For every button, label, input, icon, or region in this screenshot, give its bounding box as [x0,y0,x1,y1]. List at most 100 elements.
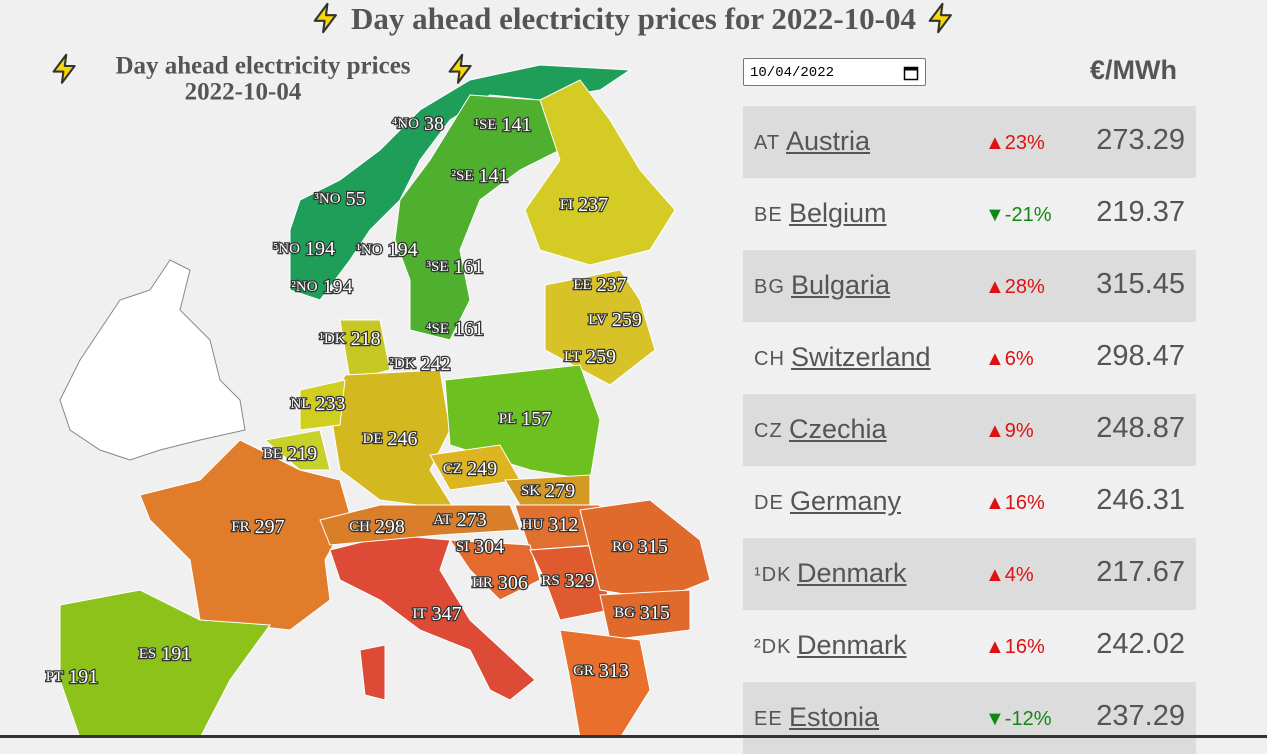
romania [579,499,711,601]
sardinia [359,644,386,701]
region-price: 218 [351,328,381,350]
region-code: GR [573,663,594,679]
greece [559,629,651,738]
region-price: 233 [316,393,346,415]
price: 298.47 [1096,340,1185,372]
region-price: 38 [424,113,444,135]
region-label: DE 246 [363,428,418,450]
country-link[interactable]: Bulgaria [791,270,891,300]
region-code: FI [560,197,573,213]
region-label: LV 259 [588,309,642,331]
price-change: ▲16% [985,636,1045,658]
country-link[interactable]: Germany [790,486,902,516]
table-row: DE Germany ▲16% 246.31 [743,466,1196,538]
country-link[interactable]: Denmark [797,558,907,588]
table-row: ²DK Denmark ▲16% 242.02 [743,610,1196,682]
price: 219.37 [1096,196,1185,228]
region-label: EE 237 [573,274,626,296]
bolt-icon [448,53,472,84]
region-code: ⁵NO [273,241,300,257]
region-label: ³SE 161 [426,256,483,278]
sweden [394,94,561,341]
region-price: 329 [565,570,595,592]
region-code: FR [231,519,249,535]
map: Day ahead electricity prices 2022-10-04 … [44,53,711,738]
country-link[interactable]: Estonia [789,702,880,732]
region-price: 298 [375,516,405,538]
region-price: 219 [287,443,317,465]
country-link[interactable]: Austria [786,126,871,156]
region-label: FI 237 [560,194,608,216]
region-code: AT [433,512,451,528]
price-change: ▲23% [985,132,1045,154]
region-price: 249 [467,458,497,480]
finland [524,79,676,266]
page-title: Day ahead electricity prices for 2022-10… [0,0,1267,38]
price-change: ▼-12% [985,708,1052,730]
price: 242.02 [1096,628,1185,660]
region-code: BE [263,446,282,462]
table-row: EE Estonia ▼-12% 237.29 [743,682,1196,754]
table-row: ¹DK Denmark ▲4% 217.67 [743,538,1196,610]
belgium [263,429,331,471]
region-price: 315 [638,536,668,558]
region-label: HU 312 [522,514,579,536]
region-price: 246 [388,428,418,450]
region-price: 141 [479,165,509,187]
region-price: 312 [548,514,578,536]
region-code: CH [349,519,370,535]
region-code: ⁴SE [426,321,449,337]
region-code: PL [499,411,517,427]
country-code: EE [754,708,783,730]
region-label: SI 304 [456,536,504,558]
price: 246.31 [1096,484,1185,516]
table-row: CZ Czechia ▲9% 248.87 [743,394,1196,466]
region-label: AT 273 [433,509,486,531]
bolt-icon [313,2,338,34]
region-code: SK [521,483,540,499]
region-price: 306 [498,572,528,594]
region-price: 242 [421,353,451,375]
region-label: LT 259 [564,346,616,368]
region-label: ⁴NO 38 [392,113,444,135]
region-price: 141 [502,114,532,136]
price-change: ▲6% [985,348,1034,370]
region-price: 347 [432,603,462,625]
bulgaria [599,589,691,641]
bolt-icon [52,53,76,84]
price-change: ▲16% [985,492,1045,514]
bolt-icon [928,2,952,34]
serbia [529,544,611,621]
date-input[interactable]: 10/04/2022 [743,58,926,86]
region-price: 161 [454,318,484,340]
region-code: ES [139,646,157,662]
country-link[interactable]: Belgium [789,198,887,228]
region-code: LV [588,312,607,328]
price-change: ▲4% [985,564,1034,586]
country-link[interactable]: Switzerland [791,342,931,372]
region-label: ¹NO 194 [356,239,417,261]
country-code: BG [754,276,785,298]
region-code: ²NO [291,279,317,295]
iberia [59,589,271,738]
region-label: CZ 249 [443,458,497,480]
region-code: IT [412,606,426,622]
region-price: 259 [612,309,642,331]
uk-ie [59,259,246,461]
region-code: HU [522,517,544,533]
region-price: 273 [457,509,487,531]
region-price: 194 [305,238,335,260]
region-label: RS 329 [541,570,594,592]
region-code: PT [46,669,64,685]
country-link[interactable]: Czechia [789,414,887,444]
region-price: 237 [578,194,608,216]
country-code: CH [754,348,785,370]
country-link[interactable]: Denmark [797,630,907,660]
region-price: 55 [346,188,366,210]
region-code: ¹SE [474,117,496,133]
date-value: 10/04/2022 [750,65,835,81]
map-date: 2022-10-04 [185,79,302,106]
region-label: BG 315 [614,602,670,624]
region-label: IT 347 [412,603,461,625]
